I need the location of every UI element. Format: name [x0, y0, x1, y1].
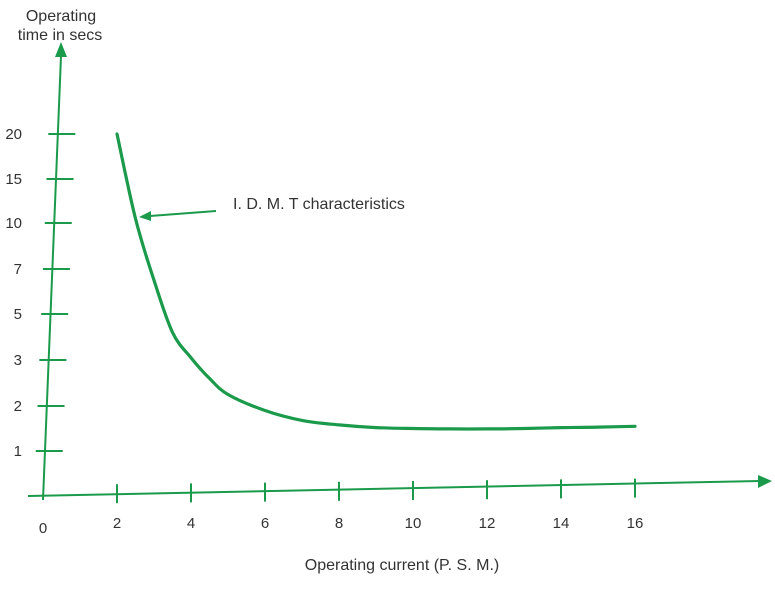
- y-tick-label-20: 20: [5, 126, 22, 143]
- x-tick-label-10: 10: [405, 515, 422, 532]
- x-tick-label-16: 16: [627, 515, 644, 532]
- x-axis-arrowhead: [758, 475, 772, 488]
- y-tick-label-5: 5: [14, 306, 22, 323]
- series-layer: [115, 132, 637, 431]
- y-axis-line: [42, 55, 62, 501]
- y-axis-arrowhead: [55, 42, 67, 57]
- annotation-arrowhead: [139, 211, 151, 221]
- idmt-curve: [115, 132, 637, 431]
- x-tick-label-6: 6: [261, 515, 269, 532]
- axes: [27, 42, 772, 501]
- annotation-arrow-line: [149, 210, 217, 217]
- y-tick-label-3: 3: [14, 352, 22, 369]
- x-tick-label-12: 12: [479, 515, 496, 532]
- y-tick-label-10: 10: [5, 215, 22, 232]
- x-origin-label: 0: [39, 520, 47, 537]
- annotation-text: I. D. M. T characteristics: [233, 196, 405, 213]
- x-axis-line: [27, 480, 761, 497]
- y-tick-label-7: 7: [14, 261, 22, 278]
- annotation-idmt: I. D. M. T characteristics: [139, 196, 405, 221]
- y-axis-title-line1: Operating: [26, 8, 96, 25]
- x-axis-title: Operating current (P. S. M.): [305, 557, 499, 574]
- x-tick-label-2: 2: [113, 515, 121, 532]
- y-tick-label-2: 2: [14, 398, 22, 415]
- ticks: [35, 133, 636, 504]
- x-tick-label-4: 4: [187, 515, 195, 532]
- y-tick-label-1: 1: [14, 443, 22, 460]
- x-tick-label-14: 14: [553, 515, 570, 532]
- x-tick-label-8: 8: [335, 515, 343, 532]
- y-tick-label-15: 15: [5, 171, 22, 188]
- y-axis-title-line2: time in secs: [18, 27, 102, 44]
